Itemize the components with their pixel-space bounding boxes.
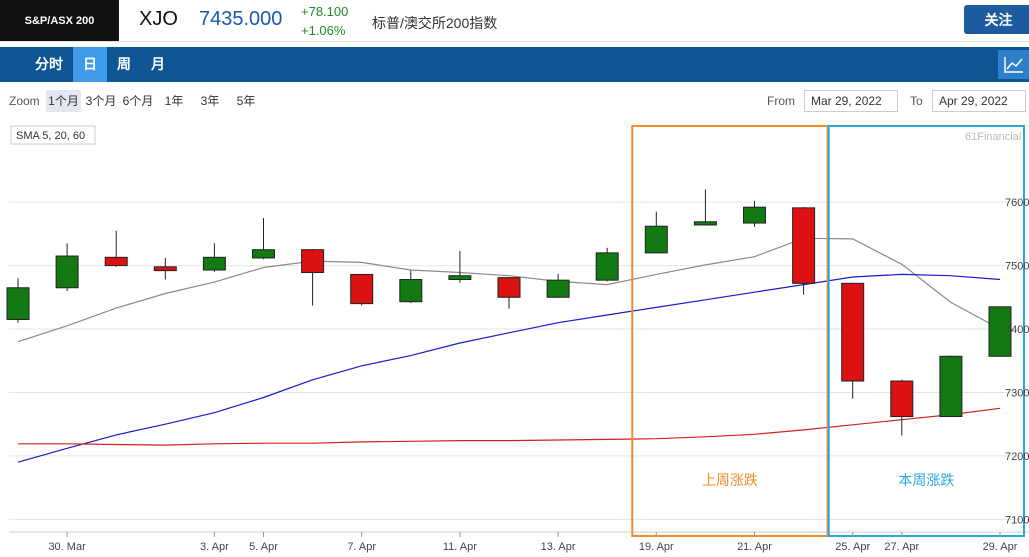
x-tick-label: 19. Apr <box>639 541 674 553</box>
change-value: +78.100 <box>301 4 349 19</box>
watermark: 61Financial <box>965 131 1021 143</box>
x-tick-label: 5. Apr <box>249 541 278 553</box>
candle-body <box>153 266 177 272</box>
candle-body <box>202 256 226 271</box>
candle-body <box>644 225 668 254</box>
candle-body <box>743 206 766 224</box>
candle-body <box>497 277 521 298</box>
candle-body <box>841 282 865 382</box>
y-tick-label: 7500 <box>1005 261 1029 273</box>
y-tick-label: 7200 <box>1005 451 1029 463</box>
grid-lines <box>9 201 1029 533</box>
quote-header: S&P/ASX 200 XJO 7435.000 +78.100 +1.06% … <box>0 0 1029 42</box>
indicator-legend: SMA 5, 20, 60 <box>16 130 85 142</box>
zoom-1-month[interactable]: 1个月 <box>46 90 81 112</box>
price-change: +78.100 +1.06% <box>301 2 348 40</box>
y-tick-label: 7100 <box>1005 514 1029 526</box>
y-tick-label: 7300 <box>1005 387 1029 399</box>
index-name: 标普/澳交所200指数 <box>372 15 498 31</box>
zoom-1-year[interactable]: 1年 <box>164 94 184 108</box>
x-tick-label: 21. Apr <box>737 541 772 553</box>
candle-body <box>595 252 619 281</box>
candlestick-chart: 上周涨跌 本周涨跌 7100 7200 7300 7400 7500 7600 30. Ma… <box>6 125 1029 553</box>
annotation-label: 上周涨跌 <box>702 472 758 488</box>
y-tick-label: 7400 <box>1005 324 1029 336</box>
zoom-3-year[interactable]: 3年 <box>200 94 220 108</box>
x-tick-label: 13. Apr <box>541 541 576 553</box>
tab-daily[interactable]: 日 <box>73 47 107 82</box>
candle-body <box>55 255 79 289</box>
candles <box>6 189 1012 436</box>
candle-body <box>399 279 423 303</box>
zoom-3-month[interactable]: 3个月 <box>85 94 117 108</box>
change-percent: +1.06% <box>301 23 346 38</box>
tab-monthly[interactable]: 月 <box>151 56 165 72</box>
moving-average-lines <box>17 237 1001 463</box>
moving-average-line <box>17 273 1001 463</box>
x-tick-label: 30. Mar <box>48 541 86 553</box>
moving-average-line <box>17 237 1001 343</box>
candle-body <box>939 355 963 418</box>
x-tick-label: 29. Apr <box>983 541 1018 553</box>
period-tab-bar: 分时 日 周 月 <box>0 47 1029 82</box>
candle-body <box>546 279 570 298</box>
tab-weekly[interactable]: 周 <box>117 56 131 72</box>
y-axis: 7100 7200 7300 7400 7500 7600 <box>1005 197 1029 526</box>
last-price: 7435.000 <box>199 8 283 30</box>
annotation-box <box>827 125 1026 537</box>
week-annotations: 上周涨跌 本周涨跌 <box>631 125 1026 537</box>
y-tick-label: 7600 <box>1005 197 1029 209</box>
follow-button[interactable]: 关注 <box>964 5 1029 34</box>
x-tick-label: 27. Apr <box>884 541 919 553</box>
annotation-box <box>631 125 829 537</box>
x-tick-label: 7. Apr <box>347 541 376 553</box>
x-tick-label: 3. Apr <box>200 541 229 553</box>
zoom-label: Zoom <box>9 94 40 108</box>
ticker-symbol: XJO <box>139 8 178 30</box>
candle-body <box>301 249 325 274</box>
tab-intraday[interactable]: 分时 <box>35 56 63 72</box>
zoom-6-month[interactable]: 6个月 <box>122 94 154 108</box>
annotation-label: 本周涨跌 <box>898 472 954 488</box>
x-axis: 30. Mar 3. Apr 5. Apr 7. Apr 11. Apr 13. Apr 1… <box>48 532 1018 553</box>
from-date-input[interactable]: Mar 29, 2022 <box>804 90 898 112</box>
candle-body <box>252 249 275 259</box>
zoom-5-year[interactable]: 5年 <box>236 94 256 108</box>
candle-body <box>104 256 128 267</box>
x-tick-label: 11. Apr <box>443 541 477 553</box>
line-chart-icon-graphic <box>1004 57 1023 73</box>
from-label: From <box>767 94 795 108</box>
x-tick-label: 25. Apr <box>835 541 870 553</box>
candle-body <box>448 275 472 281</box>
candle-body <box>6 287 30 320</box>
candle-body <box>693 221 717 226</box>
to-date-input[interactable]: Apr 29, 2022 <box>932 90 1026 112</box>
moving-average-line <box>18 407 1001 446</box>
index-logo: S&P/ASX 200 <box>0 0 119 41</box>
line-chart-icon[interactable] <box>998 50 1029 79</box>
candle-body <box>350 273 374 305</box>
candle-body <box>988 306 1012 357</box>
indicator-legend-box <box>10 125 96 145</box>
to-label: To <box>910 94 923 108</box>
candle-body <box>792 207 816 284</box>
candle-body <box>890 380 914 418</box>
